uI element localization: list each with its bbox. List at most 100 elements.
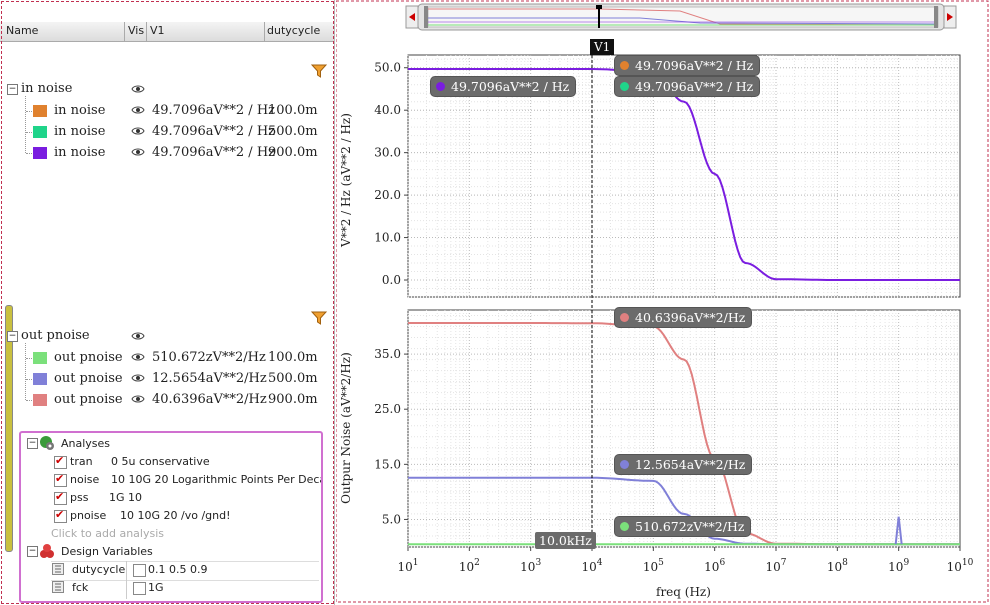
pss-checkbox[interactable] <box>54 490 67 505</box>
collapse-icon[interactable]: − <box>27 438 38 449</box>
eye-icon[interactable] <box>131 84 145 94</box>
column-header: Name Vis V1 dutycycle <box>0 22 334 42</box>
collapse-icon[interactable]: − <box>7 84 18 95</box>
color-swatch <box>33 126 47 138</box>
signal-value: 40.6396aV**2/Hz <box>152 392 267 407</box>
col-v1[interactable]: V1 <box>150 24 165 37</box>
design-variables-icon <box>40 544 54 558</box>
analysis-name[interactable]: noise <box>70 473 100 486</box>
filter-icon[interactable] <box>311 64 327 78</box>
signal-duty: 500.0m <box>268 371 318 386</box>
color-swatch <box>33 394 47 406</box>
pnoise-checkbox[interactable] <box>54 508 67 523</box>
signal-duty: 100.0m <box>268 350 318 365</box>
eye-icon[interactable] <box>131 373 145 383</box>
analyses-panel: − Analyses tran 0 5u conservative noise … <box>19 431 323 603</box>
analysis-name[interactable]: tran <box>70 455 93 468</box>
y-tick-label: 15.0 <box>374 457 401 471</box>
analysis-args[interactable]: 0 5u conservative <box>111 455 210 468</box>
y-tick-label: 40.0 <box>374 103 401 117</box>
signal-row[interactable]: in noise 49.7096aV**2 / Hz 500.0m <box>0 123 334 143</box>
y-tick-label: 35.0 <box>374 347 401 361</box>
overview-left-arrow[interactable] <box>405 5 419 29</box>
cursor-x-readout: 10.0kHz <box>535 532 596 549</box>
variable-checkbox[interactable] <box>133 564 146 577</box>
signal-row[interactable]: out pnoise 12.5654aV**2/Hz 500.0m <box>0 370 334 390</box>
eye-icon[interactable] <box>131 126 145 136</box>
color-swatch <box>33 147 47 159</box>
variable-checkbox[interactable] <box>133 582 146 595</box>
y-tick-label: 5.0 <box>382 512 401 526</box>
group-label-out-pnoise: out pnoise <box>21 328 90 343</box>
variable-icon <box>52 581 64 593</box>
series-line[interactable] <box>408 68 960 281</box>
signal-name: in noise <box>54 103 106 118</box>
signal-row[interactable]: out pnoise 40.6396aV**2/Hz 900.0m <box>0 391 334 411</box>
signal-value: 12.5654aV**2/Hz <box>152 371 267 386</box>
signal-duty: 900.0m <box>268 392 318 407</box>
signal-value: 510.672zV**2/Hz <box>152 350 266 365</box>
signal-name: in noise <box>54 124 106 139</box>
marker-tag-orange[interactable]: 49.7096aV**2 / Hz <box>615 56 760 75</box>
y-tick-label: 25.0 <box>374 402 401 416</box>
top-y-axis-label: V**2 / Hz (aV**2 / Hz) <box>339 113 353 247</box>
variable-icon <box>52 563 64 575</box>
tran-checkbox[interactable] <box>54 454 67 469</box>
cursor-label[interactable]: V1 <box>590 39 615 55</box>
variable-value[interactable]: 1G <box>148 581 164 594</box>
collapse-icon[interactable]: − <box>7 331 18 342</box>
signal-value: 49.7096aV**2 / Hz <box>152 124 275 139</box>
signal-duty: 500.0m <box>268 124 318 139</box>
marker-tag-lightgreen[interactable]: 510.672zV**2/Hz <box>615 517 751 536</box>
col-dutycycle[interactable]: dutycycle <box>267 24 321 37</box>
y-tick-label: 0.0 <box>382 273 401 287</box>
collapse-icon[interactable]: − <box>27 546 38 557</box>
marker-tag-red[interactable]: 40.6396aV**2/Hz <box>615 308 752 327</box>
analysis-args[interactable]: 1G 10 <box>109 491 143 504</box>
variable-name[interactable]: dutycycle <box>72 563 126 576</box>
results-browser: Name Vis V1 dutycycle − in noise in nois… <box>0 0 335 605</box>
signal-value: 49.7096aV**2 / Hz <box>152 103 275 118</box>
signal-name: in noise <box>54 145 106 160</box>
splitter-handle[interactable] <box>5 305 13 552</box>
col-vis[interactable]: Vis <box>128 24 145 37</box>
signal-row[interactable]: in noise 49.7096aV**2 / Hz 100.0m <box>0 102 334 122</box>
signal-duty: 100.0m <box>268 103 318 118</box>
overview-strip[interactable] <box>417 3 945 31</box>
y-tick-label: 50.0 <box>374 61 401 75</box>
signal-row[interactable]: out pnoise 510.672zV**2/Hz 100.0m <box>0 349 334 369</box>
overview-right-arrow[interactable] <box>943 5 957 29</box>
add-analysis-hint[interactable]: Click to add analysis <box>51 527 164 540</box>
y-tick-label: 10.0 <box>374 231 401 245</box>
color-swatch <box>33 373 47 385</box>
analysis-args[interactable]: 10 10G 20 Logarithmic Points Per Deca... <box>111 473 323 486</box>
analysis-name[interactable]: pss <box>70 491 89 504</box>
col-name[interactable]: Name <box>6 24 39 37</box>
x-axis-label: freq (Hz) <box>656 585 711 599</box>
signal-name: out pnoise <box>54 350 123 365</box>
noise-checkbox[interactable] <box>54 472 67 487</box>
eye-icon[interactable] <box>131 105 145 115</box>
signal-name: out pnoise <box>54 371 123 386</box>
eye-icon[interactable] <box>131 331 145 341</box>
design-variables-title: Design Variables <box>61 545 153 558</box>
analysis-name[interactable]: pnoise <box>70 509 107 522</box>
eye-icon[interactable] <box>131 352 145 362</box>
eye-icon[interactable] <box>131 394 145 404</box>
marker-tag-green[interactable]: 49.7096aV**2 / Hz <box>615 77 760 96</box>
signal-row[interactable]: in noise 49.7096aV**2 / Hz 900.0m <box>0 144 334 164</box>
eye-icon[interactable] <box>131 147 145 157</box>
group-label-in-noise: in noise <box>21 81 73 96</box>
filter-icon[interactable] <box>311 311 327 325</box>
variable-value[interactable]: 0.1 0.5 0.9 <box>148 563 208 576</box>
analysis-args[interactable]: 10 10G 20 /vo /gnd! <box>120 509 231 522</box>
signal-duty: 900.0m <box>268 145 318 160</box>
analyses-title: Analyses <box>61 437 111 450</box>
marker-tag-purple[interactable]: 49.7096aV**2 / Hz <box>431 77 576 96</box>
signal-value: 49.7096aV**2 / Hz <box>152 145 275 160</box>
variable-name[interactable]: fck <box>72 581 89 594</box>
analyses-icon <box>40 436 54 450</box>
spur-peak <box>894 516 903 545</box>
y-tick-label: 20.0 <box>374 188 401 202</box>
marker-tag-blue[interactable]: 12.5654aV**2/Hz <box>615 455 752 474</box>
